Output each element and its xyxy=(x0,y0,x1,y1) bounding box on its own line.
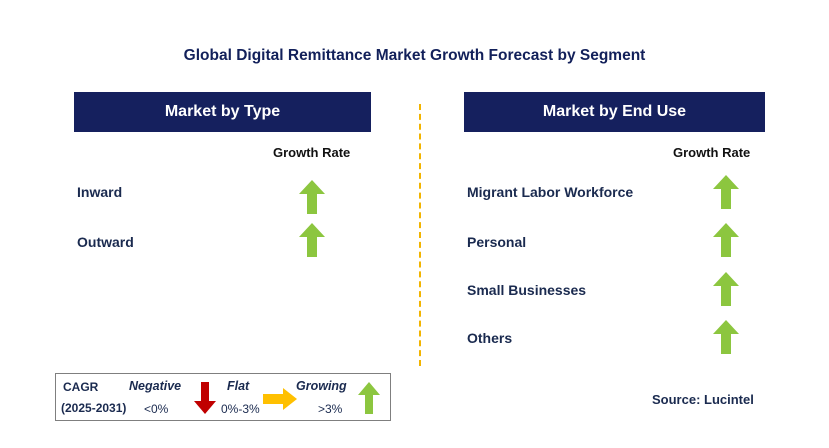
row-label-migrant-labor-workforce: Migrant Labor Workforce xyxy=(467,184,634,200)
panel-divider xyxy=(419,104,421,366)
row-label-inward: Inward xyxy=(77,184,123,200)
arrow-down-icon xyxy=(194,382,216,414)
arrow-up-icon xyxy=(713,175,739,209)
row-label-outward: Outward xyxy=(77,234,134,250)
legend-negative-range: <0% xyxy=(144,402,169,416)
row-label-small-businesses: Small Businesses xyxy=(467,282,587,298)
arrow-up-icon xyxy=(713,320,739,354)
row-label-personal: Personal xyxy=(467,234,527,250)
legend-growing-range: >3% xyxy=(318,402,343,416)
arrow-up-icon xyxy=(299,180,325,214)
chart-title: Global Digital Remittance Market Growth … xyxy=(183,47,646,64)
left-growth-rate-label: Growth Rate xyxy=(273,145,351,160)
legend-period: (2025-2031) xyxy=(61,401,127,415)
legend-negative-label: Negative xyxy=(129,379,182,393)
legend-cagr-label: CAGR xyxy=(63,380,99,394)
arrow-right-icon xyxy=(263,388,297,410)
left-panel-header: Market by Type xyxy=(74,92,371,132)
legend: CAGR (2025-2031) Negative <0% Flat 0%-3%… xyxy=(55,373,391,421)
right-panel-header: Market by End Use xyxy=(464,92,765,132)
arrow-up-icon xyxy=(713,223,739,257)
legend-flat-range: 0%-3% xyxy=(221,402,260,416)
arrow-up-icon xyxy=(713,272,739,306)
legend-growing-label: Growing xyxy=(296,379,347,393)
arrow-up-icon xyxy=(299,223,325,257)
arrow-up-icon xyxy=(358,382,380,414)
source-label: Source: Lucintel xyxy=(652,392,754,407)
right-growth-rate-label: Growth Rate xyxy=(673,145,751,160)
legend-flat-label: Flat xyxy=(227,379,250,393)
row-label-others: Others xyxy=(467,330,513,346)
